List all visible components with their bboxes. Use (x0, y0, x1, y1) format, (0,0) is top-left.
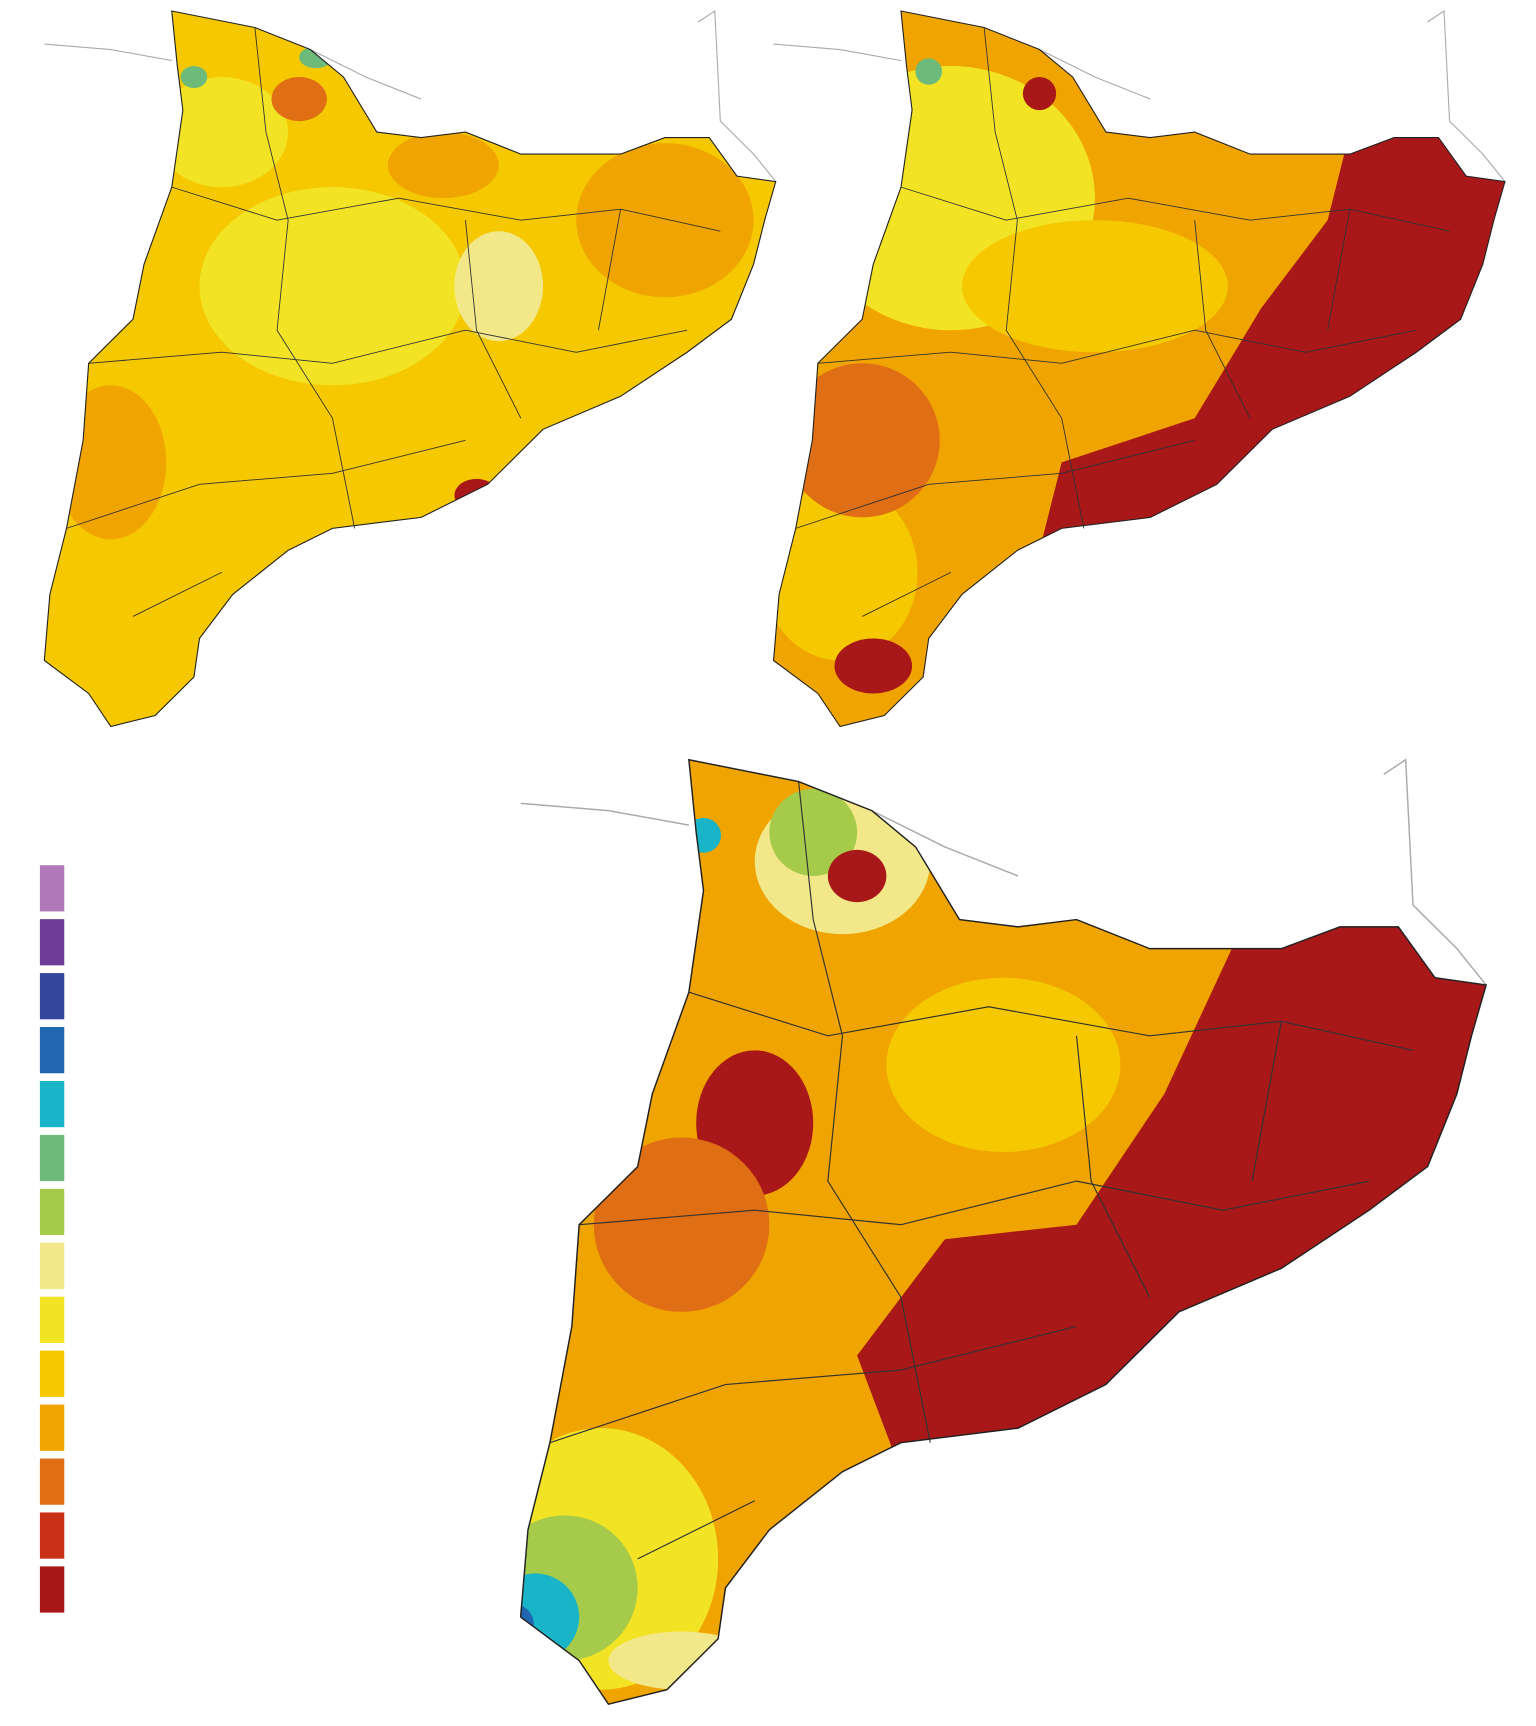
legend-swatch (39, 1566, 65, 1613)
legend-swatch (39, 1027, 65, 1074)
legend-swatch (39, 1242, 65, 1289)
map-1 (43, 10, 777, 728)
legend-swatch (39, 1080, 65, 1128)
legend-swatch (39, 1404, 65, 1451)
map-3 (519, 759, 1487, 1705)
legend-swatch (39, 1134, 65, 1182)
legend-swatch (39, 1296, 65, 1343)
legend-swatch (39, 1458, 65, 1505)
legend-swatch (39, 1350, 65, 1397)
legend-swatch (39, 919, 65, 966)
legend-swatch (39, 1512, 65, 1559)
legend (39, 865, 65, 1613)
map-2 (772, 10, 1506, 728)
legend-swatch (39, 1188, 65, 1236)
legend-swatch (39, 865, 65, 912)
legend-swatch (39, 973, 65, 1020)
